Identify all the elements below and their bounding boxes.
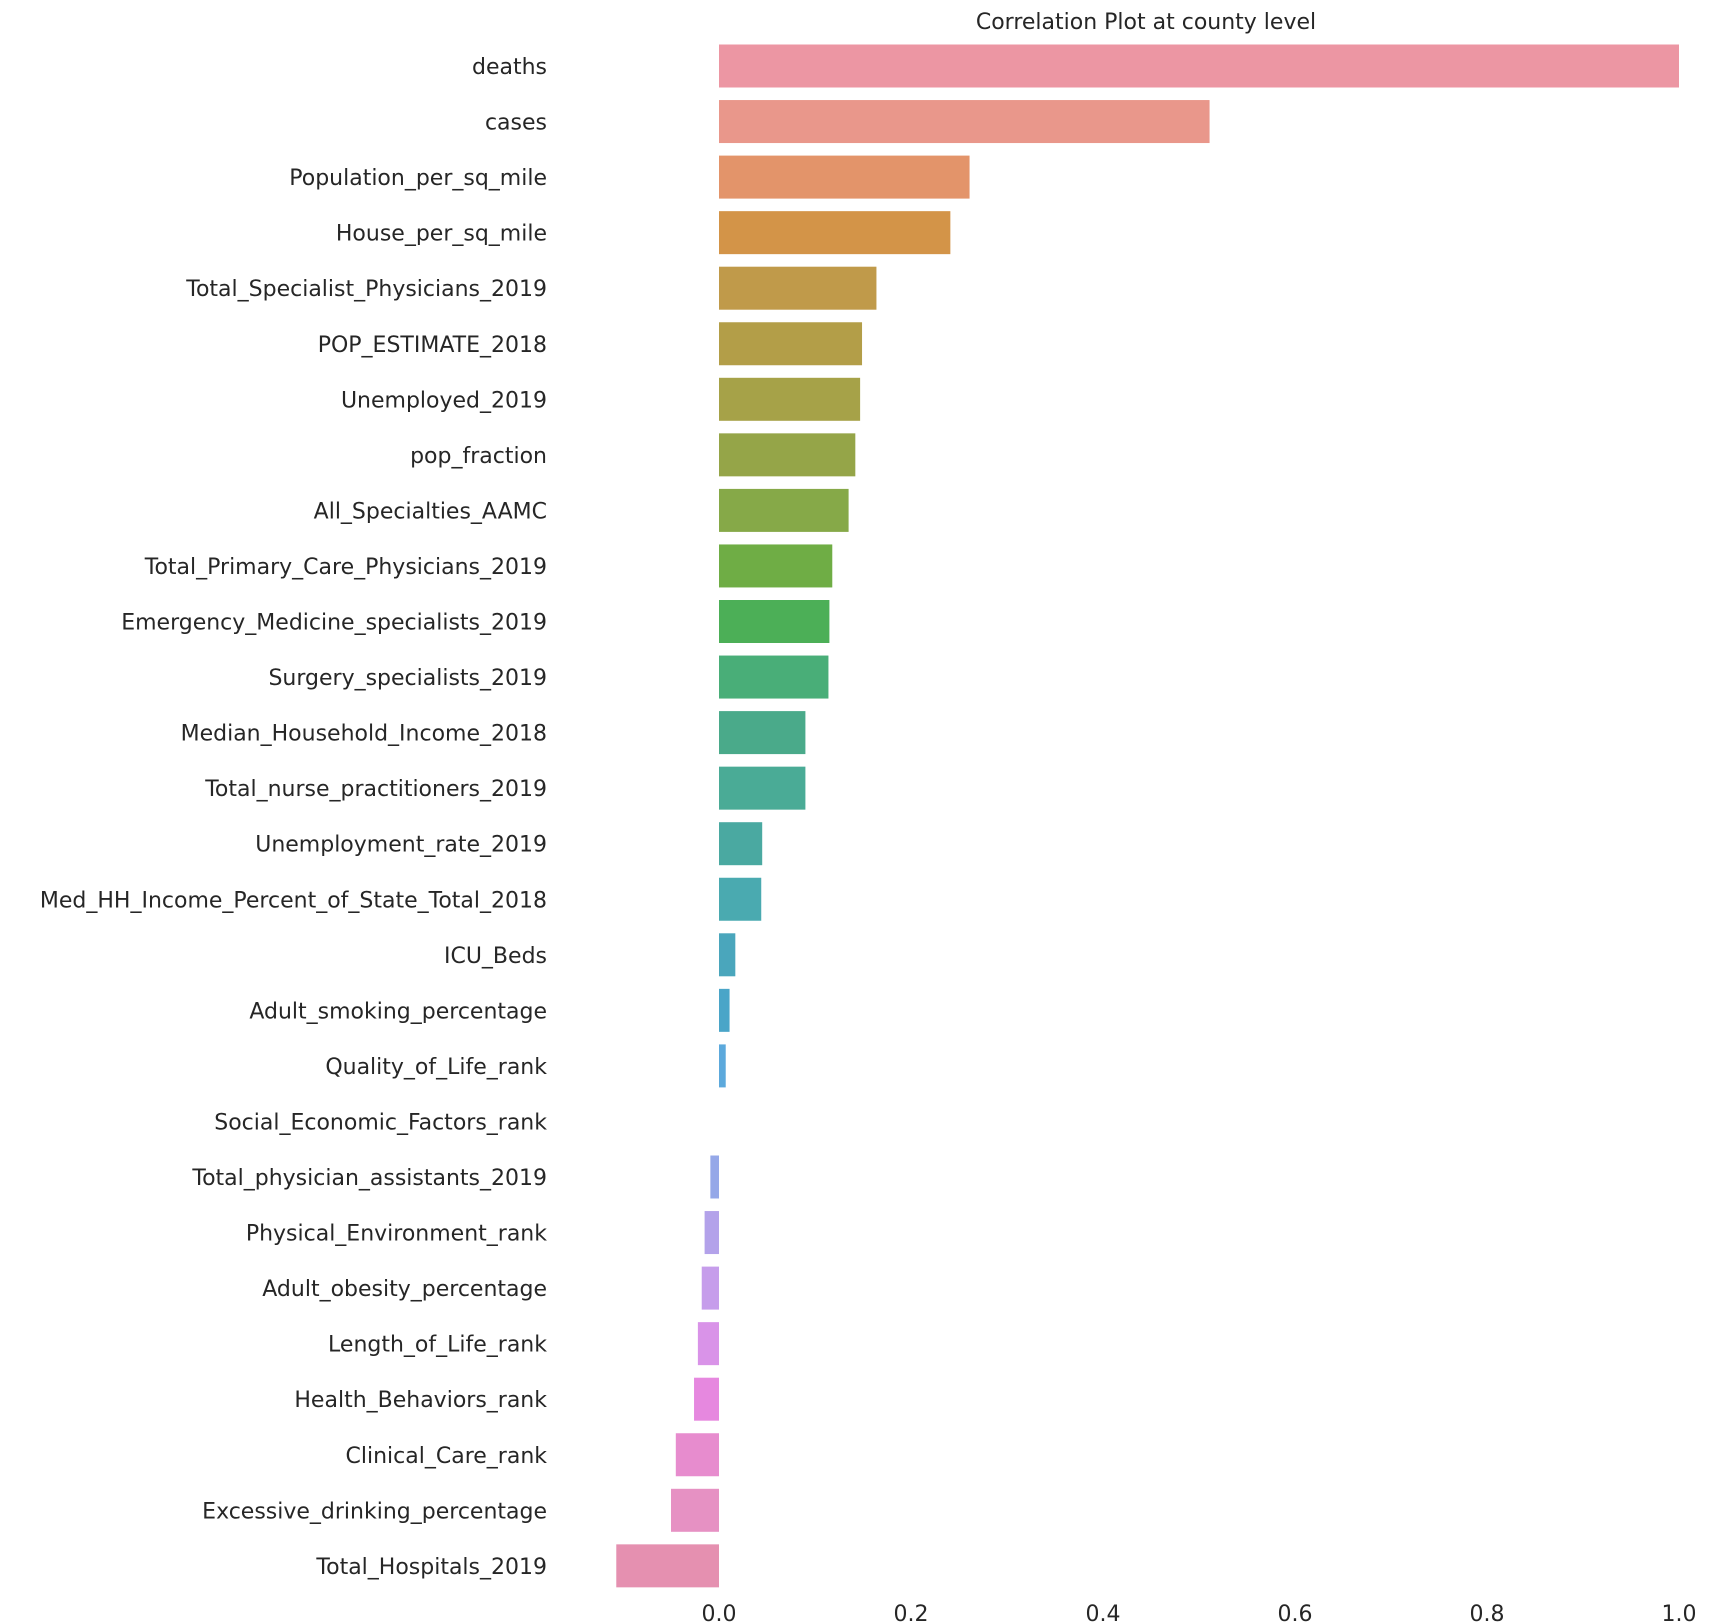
bar-unemployed-2019 [719, 377, 861, 421]
category-label: Unemployed_2019 [341, 388, 547, 413]
category-label: Total_nurse_practitioners_2019 [204, 777, 547, 802]
category-label: deaths [472, 55, 547, 80]
category-label: pop_fraction [410, 444, 547, 469]
category-label: cases [485, 111, 547, 136]
category-label: POP_ESTIMATE_2018 [318, 333, 547, 358]
category-label: Population_per_sq_mile [289, 166, 547, 191]
category-label: Total_Specialist_Physicians_2019 [185, 277, 547, 302]
bar-surgery-specialists-2019 [719, 655, 829, 699]
bar-total-nurse-practitioners-2019 [719, 766, 806, 810]
x-tick-labels-group: 0.0 0.2 0.4 0.6 0.8 1.0 [702, 1602, 1697, 1623]
category-label: ICU_Beds [444, 944, 547, 969]
bar-med-hh-income-percent-of-state-total-2018 [719, 877, 762, 921]
bar-pop-estimate-2018 [719, 322, 863, 366]
category-label: Length_of_Life_rank [328, 1333, 547, 1358]
bar-median-household-income-2018 [719, 711, 806, 755]
bar-total-physician-assistants-2019 [710, 1155, 719, 1199]
category-label: All_Specialties_AAMC [314, 499, 547, 524]
category-label: Excessive_drinking_percentage [202, 1499, 547, 1524]
category-label: Social_Economic_Factors_rank [214, 1110, 547, 1135]
category-label: Total_Primary_Care_Physicians_2019 [144, 555, 547, 580]
category-labels-group: deaths cases Population_per_sq_mile House_p… [40, 55, 547, 1580]
bar-excessive-drinking-percentage [671, 1488, 719, 1532]
bar-adult-obesity-percentage [701, 1266, 719, 1310]
bar-total-primary-care-physicians-2019 [719, 544, 833, 588]
x-tick-label: 0.4 [1086, 1602, 1121, 1623]
x-tick-label: 0.0 [702, 1602, 737, 1623]
category-label: Health_Behaviors_rank [294, 1388, 547, 1413]
category-label: Surgery_specialists_2019 [268, 666, 547, 691]
bar-pop-fraction [719, 433, 856, 477]
x-tick-label: 0.6 [1278, 1602, 1313, 1623]
bar-adult-smoking-percentage [719, 988, 730, 1032]
category-label: Total_physician_assistants_2019 [191, 1166, 547, 1191]
bar-all-specialties-aamc [719, 488, 849, 532]
x-tick-label: 0.8 [1470, 1602, 1505, 1623]
bar-physical-environment-rank [704, 1211, 719, 1255]
bar-house-per-sq-mile [719, 211, 951, 255]
bar-unemployment-rate-2019 [719, 822, 763, 866]
bar-length-of-life-rank [697, 1322, 719, 1366]
bar-population-per-sq-mile [719, 155, 970, 199]
x-tick-label: 0.2 [894, 1602, 929, 1623]
category-label: Median_Household_Income_2018 [181, 722, 547, 747]
bar-total-hospitals-2019 [616, 1544, 719, 1588]
bar-emergency-medicine-specialists-2019 [719, 600, 830, 643]
category-label: House_per_sq_mile [336, 222, 547, 247]
category-label: Clinical_Care_rank [346, 1444, 548, 1469]
category-label: Quality_of_Life_rank [325, 1055, 547, 1080]
bar-quality-of-life-rank [719, 1044, 726, 1088]
bars-group [616, 44, 1679, 1588]
category-label: Med_HH_Income_Percent_of_State_Total_201… [40, 888, 547, 913]
x-tick-label: 1.0 [1662, 1602, 1697, 1623]
category-label: Adult_smoking_percentage [249, 999, 547, 1024]
bar-total-specialist-physicians-2019 [719, 266, 877, 310]
bar-cases [719, 100, 1210, 144]
bar-clinical-care-rank [675, 1433, 719, 1477]
bar-icu-beds [719, 933, 736, 977]
chart-title: Correlation Plot at county level [976, 10, 1316, 35]
bar-deaths [719, 44, 1679, 88]
category-label: Unemployment_rate_2019 [255, 833, 547, 858]
bar-health-behaviors-rank [694, 1377, 719, 1421]
category-label: Physical_Environment_rank [246, 1222, 547, 1247]
category-label: Adult_obesity_percentage [262, 1277, 547, 1302]
category-label: Total_Hospitals_2019 [315, 1555, 547, 1580]
category-label: Emergency_Medicine_specialists_2019 [121, 611, 547, 636]
